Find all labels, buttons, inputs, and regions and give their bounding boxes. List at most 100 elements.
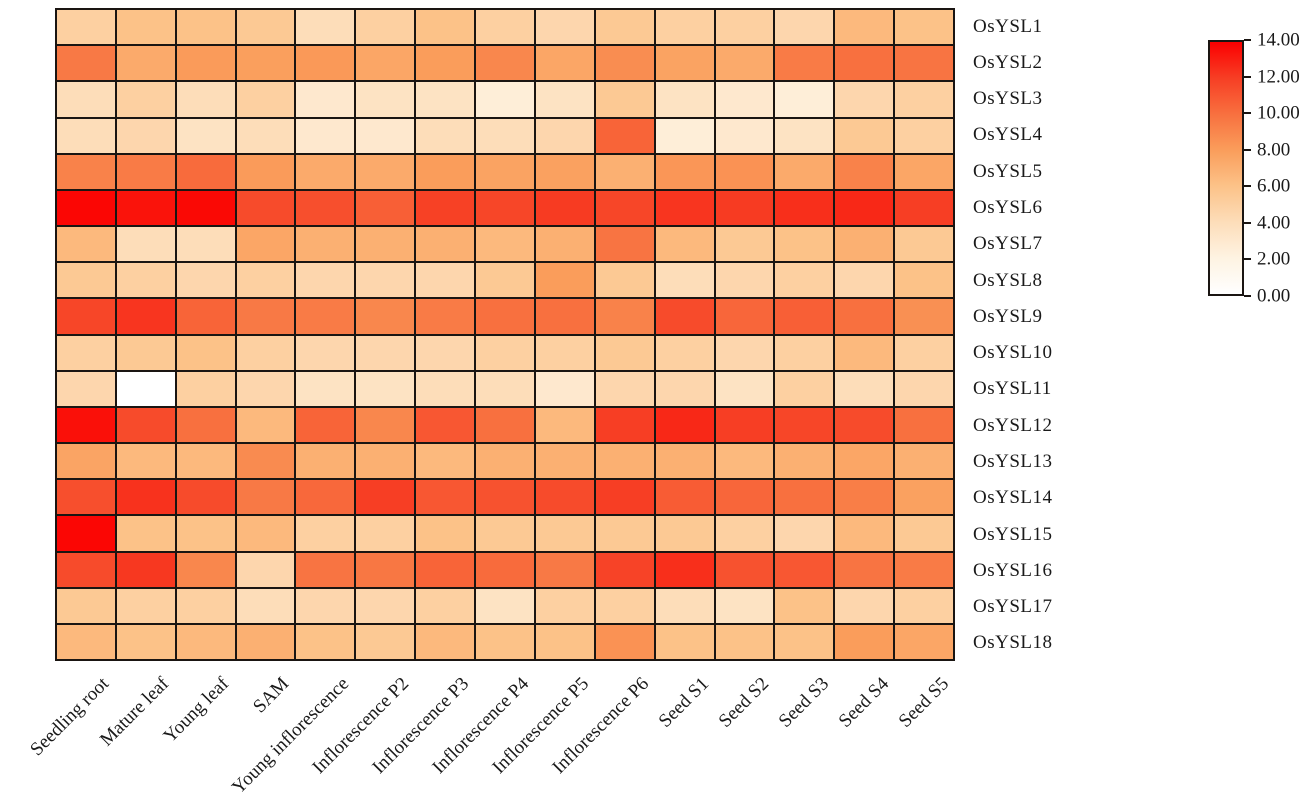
heatmap-cell (775, 516, 834, 551)
heatmap-cell (176, 588, 235, 623)
heatmap-cell (236, 371, 295, 406)
heatmap-cell (655, 371, 714, 406)
row-label: OsYSL5 (973, 160, 1043, 182)
heatmap-cell (296, 407, 355, 442)
heatmap-cell (236, 82, 295, 117)
heatmap-cell (236, 299, 295, 334)
heatmap-cell (57, 444, 115, 479)
heatmap-cell (715, 263, 774, 298)
heatmap-cell (835, 46, 894, 81)
heatmap-cell (595, 624, 654, 659)
heatmap-cell (715, 82, 774, 117)
heatmap-cell (116, 154, 175, 189)
heatmap-cell (57, 263, 115, 298)
colorbar-tick-label: 6.00 (1257, 175, 1291, 197)
heatmap-cell (116, 444, 175, 479)
colorbar-tick-label: 4.00 (1257, 212, 1291, 234)
heatmap-cell (715, 335, 774, 370)
heatmap-cell (595, 371, 654, 406)
col-label: Inflorescence P6 (548, 673, 654, 779)
heatmap-cell (595, 190, 654, 225)
heatmap-cell (116, 227, 175, 262)
heatmap-cell (416, 299, 475, 334)
heatmap-cell (715, 371, 774, 406)
heatmap-cell (176, 624, 235, 659)
heatmap-cell (296, 624, 355, 659)
heatmap-cell (535, 227, 594, 262)
heatmap-cell (535, 154, 594, 189)
heatmap-cell (176, 263, 235, 298)
heatmap-cell (655, 480, 714, 515)
heatmap-cell (655, 263, 714, 298)
heatmap-cell (176, 552, 235, 587)
heatmap-cell (176, 516, 235, 551)
heatmap-cell (775, 552, 834, 587)
heatmap-cell (176, 10, 235, 45)
heatmap-cell (296, 588, 355, 623)
heatmap-cell (835, 407, 894, 442)
heatmap-cell (775, 624, 834, 659)
heatmap-cell (895, 227, 953, 262)
row-label: OsYSL17 (973, 596, 1053, 618)
heatmap-cell (176, 82, 235, 117)
row-label: OsYSL2 (973, 51, 1043, 73)
heatmap-cell (535, 624, 594, 659)
heatmap-cell (176, 371, 235, 406)
colorbar-tick (1244, 39, 1251, 41)
heatmap-cell (655, 335, 714, 370)
heatmap-cell (57, 552, 115, 587)
heatmap-cell (835, 444, 894, 479)
col-label: Inflorescence P4 (428, 673, 534, 779)
heatmap-cell (655, 516, 714, 551)
heatmap-cell (116, 407, 175, 442)
heatmap-cell (595, 82, 654, 117)
heatmap-cell (895, 82, 953, 117)
heatmap-cell (296, 227, 355, 262)
heatmap-cell (715, 299, 774, 334)
heatmap-cell (416, 407, 475, 442)
heatmap-cell (655, 46, 714, 81)
heatmap-cell (356, 624, 415, 659)
heatmap-cell (595, 588, 654, 623)
heatmap-cell (416, 444, 475, 479)
heatmap-cell (595, 516, 654, 551)
colorbar-tick (1244, 75, 1251, 78)
heatmap-cell (236, 624, 295, 659)
heatmap-cell (236, 46, 295, 81)
heatmap-cell (835, 588, 894, 623)
col-label: Seed S2 (714, 673, 774, 732)
heatmap-cell (595, 444, 654, 479)
heatmap-cell (356, 263, 415, 298)
heatmap-cell (775, 263, 834, 298)
heatmap-cell (416, 335, 475, 370)
heatmap-cell (595, 552, 654, 587)
heatmap-cell (835, 154, 894, 189)
heatmap-cell (356, 118, 415, 153)
heatmap-cell (895, 46, 953, 81)
heatmap-cell (416, 552, 475, 587)
heatmap-cell (476, 46, 534, 81)
heatmap-cell (715, 118, 774, 153)
heatmap-cell (715, 407, 774, 442)
heatmap-cell (895, 552, 953, 587)
heatmap-cell (835, 516, 894, 551)
heatmap-cell (476, 190, 534, 225)
heatmap-cell (775, 118, 834, 153)
heatmap-cell (895, 588, 953, 623)
heatmap-cell (476, 227, 534, 262)
heatmap-cell (476, 154, 534, 189)
colorbar-tick-label: 0.00 (1257, 285, 1291, 307)
heatmap-cell (895, 154, 953, 189)
heatmap-cell (535, 118, 594, 153)
heatmap-cell (296, 444, 355, 479)
row-label: OsYSL18 (973, 632, 1053, 654)
col-label: Seedling root (26, 673, 114, 761)
heatmap-cell (655, 588, 714, 623)
row-label: OsYSL7 (973, 233, 1043, 255)
row-label: OsYSL3 (973, 88, 1043, 110)
heatmap-cell (655, 82, 714, 117)
heatmap-cell (835, 480, 894, 515)
heatmap-cell (535, 46, 594, 81)
row-label: OsYSL4 (973, 124, 1043, 146)
heatmap-cell (176, 118, 235, 153)
